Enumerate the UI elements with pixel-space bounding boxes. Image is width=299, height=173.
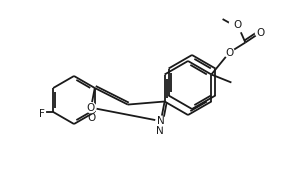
Circle shape xyxy=(86,103,96,113)
Text: N: N xyxy=(156,126,164,136)
Text: O: O xyxy=(256,28,265,38)
Circle shape xyxy=(224,48,234,57)
Circle shape xyxy=(156,116,166,126)
Text: O: O xyxy=(88,113,96,123)
Circle shape xyxy=(229,16,245,33)
Text: O: O xyxy=(225,48,234,57)
Text: O: O xyxy=(233,20,242,30)
Text: N: N xyxy=(157,116,165,126)
Text: F: F xyxy=(39,109,45,119)
Circle shape xyxy=(255,28,266,38)
Text: O: O xyxy=(87,103,95,113)
